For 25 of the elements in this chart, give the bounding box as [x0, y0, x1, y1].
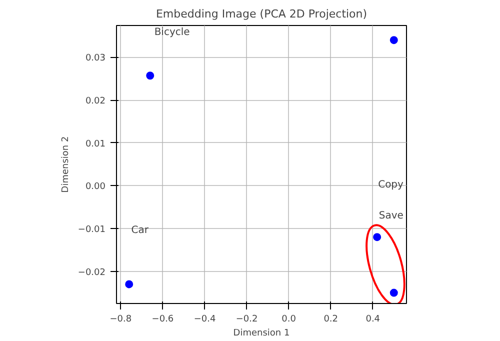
y-tick-label: 0.01 — [85, 139, 106, 150]
x-tick-label: 0.0 — [282, 314, 296, 324]
x-tick-label: −0.4 — [194, 314, 216, 324]
annotation: Bicycle — [154, 26, 190, 38]
y-tick-label: 0.00 — [85, 182, 106, 192]
annotation: Copy — [378, 179, 404, 190]
x-axis-title: Dimension 1 — [233, 328, 290, 338]
x-tick-label: 0.2 — [324, 314, 338, 324]
point — [125, 280, 134, 288]
y-tick-label: −0.02 — [78, 268, 106, 278]
point — [146, 72, 154, 80]
annotation: Save — [378, 210, 404, 222]
point — [373, 233, 382, 242]
x-tick-label: −0.8 — [110, 314, 132, 324]
x-tick-label: 0.4 — [366, 314, 380, 324]
point — [390, 36, 398, 44]
point — [390, 288, 398, 297]
annotation: Car — [131, 225, 150, 236]
x-tick-label: −0.2 — [236, 314, 258, 324]
y-tick-label: −0.01 — [78, 225, 106, 236]
y-tick-label: 0.03 — [85, 54, 106, 64]
y-axis-title: Dimension 2 — [60, 136, 71, 193]
chart-title: Embedding Image (PCA 2D Projection) — [156, 8, 368, 20]
y-tick-label: 0.02 — [85, 96, 106, 107]
x-tick-label: −0.6 — [152, 314, 174, 324]
